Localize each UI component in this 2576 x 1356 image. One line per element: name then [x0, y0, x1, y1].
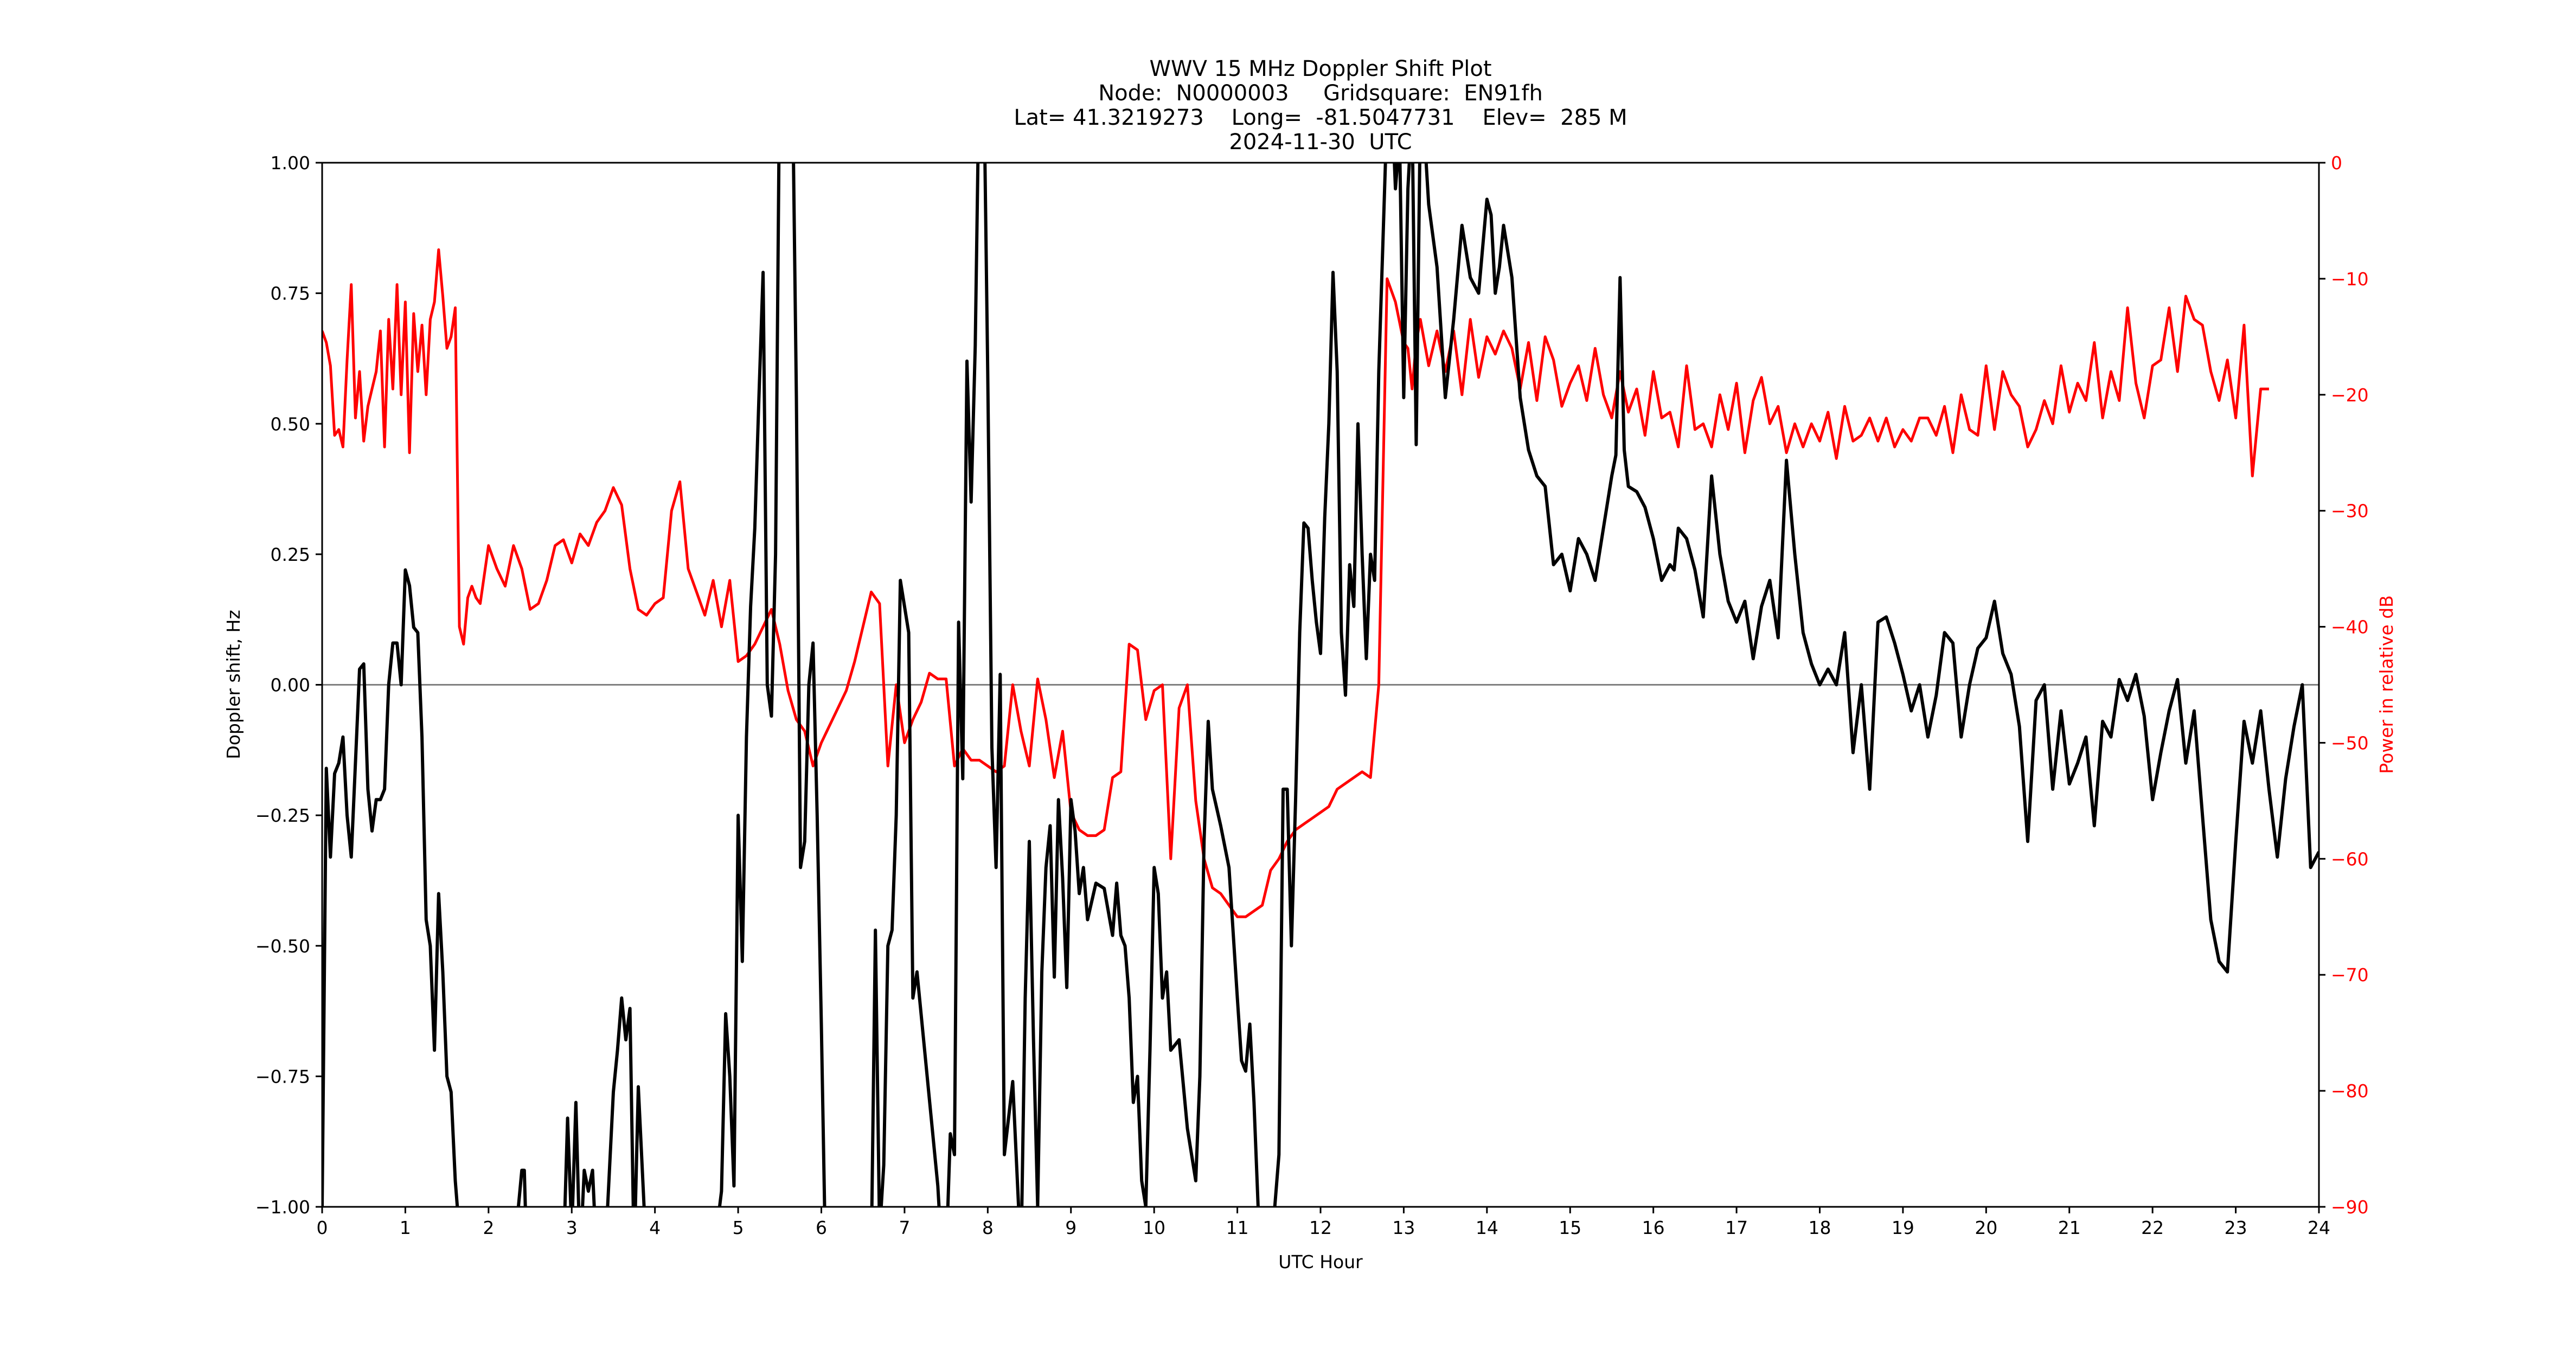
x-tick-label: 11: [1226, 1217, 1249, 1238]
y-axis-label-doppler: Doppler shift, Hz: [223, 610, 244, 759]
x-tick-label: 10: [1143, 1217, 1165, 1238]
x-axis: 0 1 2 3 4 5 6 7 8 9 10 11 12 13 14 15 16 17 18 19 20 21 22 23 24: [317, 1207, 2330, 1238]
x-tick-label: 6: [816, 1217, 827, 1238]
title-line-4: 2024-11-30 UTC: [1229, 130, 1412, 155]
x-tick-label: 24: [2308, 1217, 2330, 1238]
y2-tick-label: −90: [2331, 1197, 2369, 1218]
y-tick-label: −0.75: [255, 1066, 310, 1087]
x-tick-label: 15: [1559, 1217, 1581, 1238]
x-tick-label: 2: [483, 1217, 494, 1238]
y-axis-label-power: Power in relative dB: [2376, 595, 2397, 773]
x-tick-label: 0: [317, 1217, 328, 1238]
x-tick-label: 18: [1809, 1217, 1831, 1238]
x-axis-label: UTC Hour: [1278, 1251, 1363, 1272]
y2-tick-label: −80: [2331, 1080, 2369, 1102]
x-tick-label: 12: [1309, 1217, 1332, 1238]
x-tick-label: 17: [1725, 1217, 1748, 1238]
x-tick-label: 9: [1065, 1217, 1076, 1238]
y2-tick-label: −20: [2331, 385, 2369, 406]
y2-tick-label: −60: [2331, 848, 2369, 869]
y2-tick-label: −70: [2331, 964, 2369, 986]
y-tick-label: 0.25: [271, 544, 310, 565]
y2-tick-label: −50: [2331, 732, 2369, 753]
doppler-series-line: [322, 163, 2319, 1207]
title-line-3: Lat= 41.3219273 Long= -81.5047731 Elev= …: [1014, 105, 1627, 130]
x-tick-label: 20: [1975, 1217, 1997, 1238]
y-tick-label: 0.00: [271, 675, 310, 696]
x-tick-label: 13: [1392, 1217, 1415, 1238]
y-tick-label: −1.00: [255, 1197, 310, 1218]
x-tick-label: 4: [649, 1217, 661, 1238]
x-tick-label: 21: [2058, 1217, 2081, 1238]
x-tick-label: 8: [982, 1217, 994, 1238]
y-axis-power: 0 −10 −20 −30 −40 −50 −60 −70 −80 −90: [2319, 152, 2369, 1218]
x-tick-label: 7: [899, 1217, 910, 1238]
x-tick-label: 22: [2141, 1217, 2164, 1238]
y-tick-label: −0.25: [255, 805, 310, 826]
x-tick-label: 1: [400, 1217, 411, 1238]
chart-title: WWV 15 MHz Doppler Shift Plot Node: N000…: [1014, 56, 1627, 155]
y-tick-label: 0.50: [271, 413, 310, 434]
x-tick-label: 5: [733, 1217, 744, 1238]
y-axis-doppler: 1.00 0.75 0.50 0.25 0.00 −0.25 −0.50 −0.75 −1.00: [255, 152, 322, 1218]
power-series-line: [322, 248, 2269, 918]
y-tick-label: 0.75: [271, 283, 310, 304]
x-tick-label: 14: [1476, 1217, 1498, 1238]
y2-tick-label: −10: [2331, 268, 2369, 290]
title-line-2: Node: N0000003 Gridsquare: EN91fh: [1098, 81, 1543, 106]
x-tick-label: 19: [1892, 1217, 1914, 1238]
title-line-1: WWV 15 MHz Doppler Shift Plot: [1149, 56, 1491, 81]
y2-tick-label: −30: [2331, 501, 2369, 522]
x-tick-label: 3: [566, 1217, 578, 1238]
y-tick-label: −0.50: [255, 936, 310, 957]
y2-tick-label: 0: [2331, 152, 2342, 174]
y2-tick-label: −40: [2331, 617, 2369, 638]
x-tick-label: 16: [1642, 1217, 1665, 1238]
x-tick-label: 23: [2225, 1217, 2247, 1238]
y-tick-label: 1.00: [271, 152, 310, 174]
